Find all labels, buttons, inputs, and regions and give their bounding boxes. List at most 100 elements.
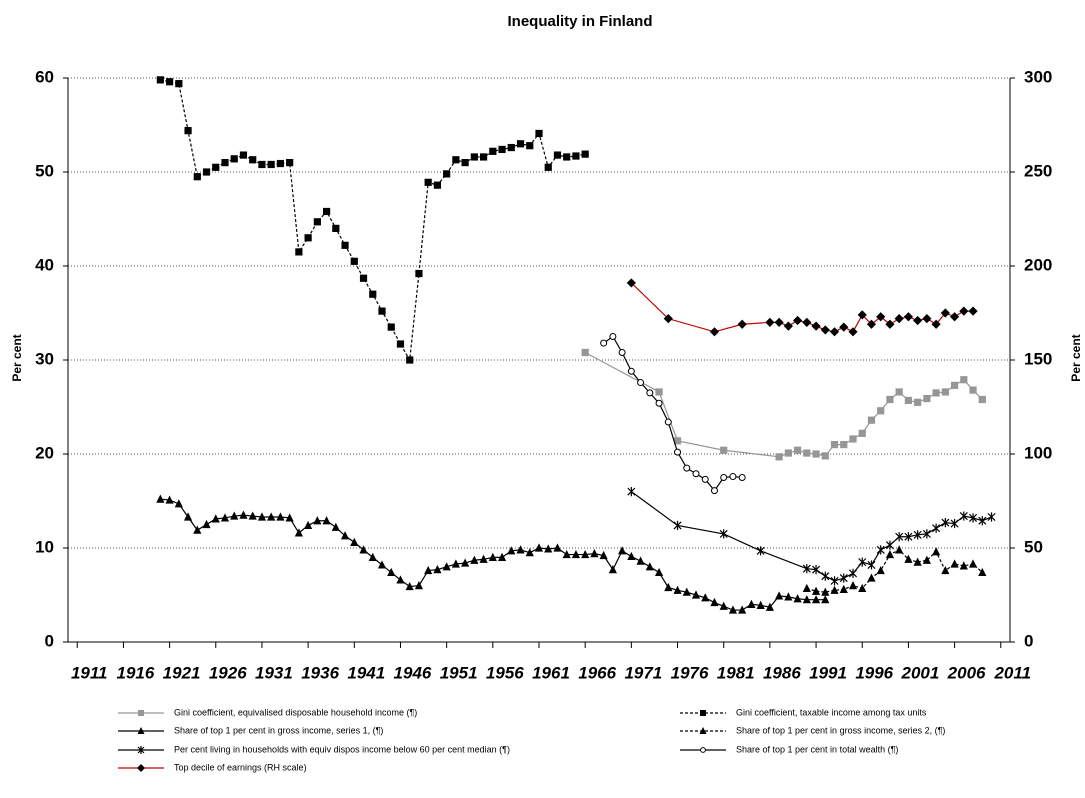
marker — [655, 388, 663, 396]
marker — [276, 512, 285, 521]
marker — [821, 452, 829, 460]
x-tick-label: 1996 — [855, 663, 893, 682]
marker — [858, 429, 866, 437]
legend-marker — [700, 710, 706, 716]
marker — [903, 312, 914, 322]
marker — [941, 388, 949, 396]
x-tick-label: 2001 — [900, 663, 939, 682]
marker — [931, 319, 941, 329]
marker — [848, 327, 858, 337]
marker — [811, 595, 821, 604]
marker — [442, 562, 451, 571]
marker — [821, 571, 830, 581]
marker — [304, 234, 312, 242]
marker — [895, 532, 904, 542]
marker — [738, 474, 746, 481]
legend-marker — [137, 727, 145, 734]
x-tick-label: 1966 — [578, 663, 616, 682]
x-tick-label: 1936 — [301, 663, 339, 682]
marker — [728, 605, 738, 614]
marker — [866, 319, 877, 329]
marker — [608, 565, 617, 574]
marker — [257, 512, 267, 521]
marker — [202, 519, 211, 529]
x-tick-label: 1956 — [486, 663, 524, 682]
marker — [221, 159, 229, 167]
marker — [470, 153, 478, 161]
series-line — [806, 549, 983, 593]
marker — [978, 395, 986, 404]
marker — [571, 549, 581, 559]
marker — [821, 587, 830, 596]
marker — [544, 544, 553, 553]
marker — [729, 473, 737, 481]
marker — [940, 308, 950, 318]
marker — [792, 315, 803, 326]
marker — [322, 207, 331, 216]
y-tick-label: 20 — [35, 443, 54, 462]
marker — [932, 389, 940, 397]
marker — [812, 450, 820, 458]
marker — [286, 159, 294, 167]
marker — [820, 325, 830, 335]
marker — [692, 470, 700, 478]
marker — [941, 565, 950, 575]
marker — [710, 597, 719, 607]
marker — [645, 562, 654, 571]
marker — [885, 549, 895, 559]
marker — [969, 386, 977, 394]
marker — [710, 487, 718, 495]
marker — [239, 151, 248, 159]
marker — [682, 587, 691, 596]
marker — [950, 518, 959, 529]
marker — [294, 528, 303, 537]
legend-label: Gini coefficient, equivalised disposable… — [174, 707, 417, 717]
marker — [913, 530, 922, 540]
legend-marker — [137, 746, 145, 754]
marker — [211, 514, 220, 523]
x-tick-label: 1976 — [671, 663, 709, 682]
marker — [563, 153, 571, 161]
marker — [562, 549, 571, 559]
marker — [674, 448, 682, 456]
series-line — [584, 351, 983, 458]
marker — [895, 545, 904, 554]
marker — [359, 545, 368, 554]
marker — [663, 314, 673, 324]
marker — [968, 306, 978, 316]
x-tick-label: 1946 — [394, 663, 432, 682]
marker — [285, 513, 294, 522]
marker — [802, 317, 812, 327]
x-tick-label: 1986 — [763, 663, 801, 682]
marker — [876, 565, 885, 575]
marker — [165, 495, 174, 504]
marker — [904, 396, 913, 405]
marker — [738, 605, 747, 614]
marker — [959, 561, 968, 570]
marker — [839, 322, 849, 332]
marker — [304, 520, 313, 530]
marker — [368, 552, 377, 561]
marker — [867, 560, 876, 570]
marker — [774, 317, 784, 327]
marker — [479, 153, 488, 161]
marker — [720, 446, 728, 454]
marker — [202, 168, 211, 176]
marker — [811, 321, 821, 331]
marker — [646, 389, 654, 397]
marker — [839, 584, 848, 593]
marker — [691, 590, 701, 599]
marker — [581, 150, 589, 158]
chart-title: Inequality in Finland — [507, 13, 652, 30]
x-tick-label: 1951 — [440, 663, 478, 682]
marker — [793, 446, 802, 454]
marker — [765, 317, 775, 327]
marker — [156, 76, 164, 84]
marker — [470, 555, 479, 564]
x-tick-label: 2011 — [993, 663, 1031, 682]
marker — [534, 543, 544, 552]
marker — [526, 142, 534, 150]
marker — [904, 554, 913, 563]
marker — [415, 269, 423, 278]
marker — [829, 327, 840, 337]
